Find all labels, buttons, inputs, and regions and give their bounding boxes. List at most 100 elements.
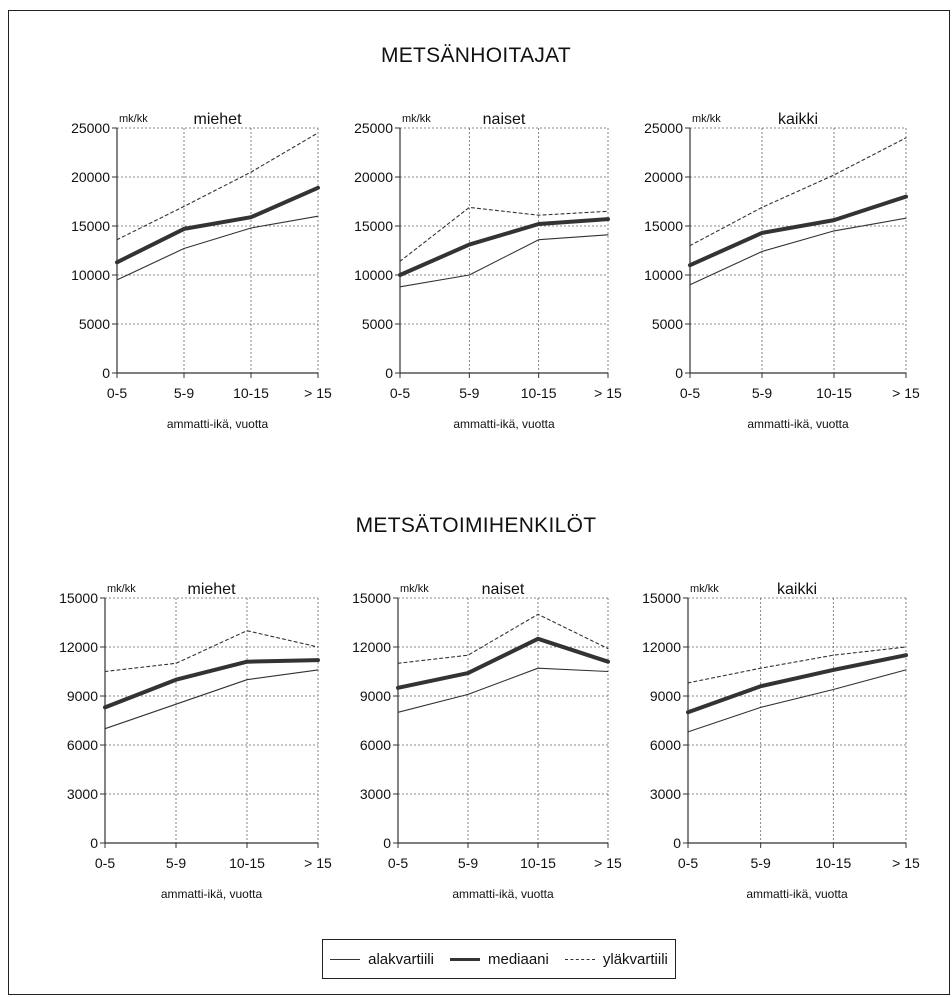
chart-3-series-lower <box>689 217 907 286</box>
chart-6-ytick-label: 9000 <box>650 688 681 704</box>
chart-6-ytick-label: 12000 <box>642 639 681 655</box>
chart-5-xtick-label: 5-9 <box>458 855 478 871</box>
chart-4-xlabel: ammatti-ikä, vuotta <box>161 887 263 901</box>
chart-1-ytick-label: 0 <box>102 365 110 381</box>
chart-1-series-upper <box>116 132 319 241</box>
chart-2-ytick-label: 25000 <box>354 120 393 136</box>
chart-3-ytick-label: 15000 <box>644 218 683 234</box>
chart-2-series-upper <box>399 206 609 262</box>
chart-3-xtick-label: 5-9 <box>752 385 772 401</box>
chart-2-ytick-label: 0 <box>385 365 393 381</box>
chart-1-xtick-label: 5-9 <box>174 385 194 401</box>
chart-3-title: kaikki <box>778 111 818 128</box>
chart-2-xlabel: ammatti-ikä, vuotta <box>453 417 555 431</box>
chart-3-xtick-label: 10-15 <box>816 385 852 401</box>
chart-6-unit-label: mk/kk <box>690 583 719 595</box>
chart-5-xtick-label: > 15 <box>594 855 622 871</box>
legend-item-lower: alakvartiili <box>330 951 434 968</box>
chart-6-xtick-label: 10-15 <box>815 855 851 871</box>
chart-1-ytick-label: 20000 <box>71 169 110 185</box>
chart-6-xtick-label: 0-5 <box>678 855 698 871</box>
chart-4-ytick-label: 9000 <box>67 688 98 704</box>
chart-3-series-upper <box>689 137 907 247</box>
chart-4-series-lower <box>104 669 319 730</box>
section-title-metsanhoitajat: METSÄNHOITAJAT <box>380 44 572 67</box>
chart-4-xtick-label: 10-15 <box>229 855 265 871</box>
chart-4-ytick-label: 0 <box>90 835 98 851</box>
chart-4-unit-label: mk/kk <box>107 583 136 595</box>
chart-6-ytick-label: 15000 <box>642 590 681 606</box>
chart-6-xlabel: ammatti-ikä, vuotta <box>746 887 848 901</box>
legend-item-median: mediaani <box>449 950 549 968</box>
chart-2-ytick-label: 5000 <box>362 316 393 332</box>
chart-2-title: naiset <box>483 111 526 128</box>
chart-4-ytick-label: 3000 <box>67 786 98 802</box>
figure-frame <box>8 10 950 995</box>
chart-1-xtick-label: > 15 <box>304 385 332 401</box>
chart-3-xlabel: ammatti-ikä, vuotta <box>747 417 849 431</box>
legend-label-upper: yläkvartiili <box>602 950 668 968</box>
chart-4-ytick-label: 12000 <box>59 639 98 655</box>
chart-5-series-median <box>396 636 610 690</box>
chart-5-xtick-label: 0-5 <box>388 855 408 871</box>
chart-1-series-lower <box>116 215 319 281</box>
chart-6-ytick-label: 0 <box>673 835 681 851</box>
chart-5-xtick-label: 10-15 <box>520 855 556 871</box>
chart-3-xtick-label: > 15 <box>892 385 920 401</box>
chart-2-unit-label: mk/kk <box>402 113 431 125</box>
chart-6-xtick-label: > 15 <box>892 855 920 871</box>
chart-1-ytick-label: 10000 <box>71 267 110 283</box>
legend: alakvartiili mediaani yläkvartiili <box>322 939 676 979</box>
chart-1-unit-label: mk/kk <box>119 113 148 125</box>
chart-5-series-upper <box>397 613 609 664</box>
chart-6-series-lower <box>687 669 907 733</box>
chart-5-title: naiset <box>482 581 525 598</box>
chart-1-xtick-label: 0-5 <box>107 385 127 401</box>
chart-3-ytick-label: 0 <box>675 365 683 381</box>
chart-4-series-median <box>103 658 320 710</box>
chart-5-ytick-label: 3000 <box>360 786 391 802</box>
section-title-metsatoimihenkilot: METSÄTOIMIHENKILÖT <box>355 514 597 537</box>
chart-4-title: miehet <box>187 581 236 598</box>
chart-4-xtick-label: > 15 <box>304 855 332 871</box>
chart-4-ytick-label: 15000 <box>59 590 98 606</box>
chart-1-series-median <box>115 185 320 265</box>
chart-3-ytick-label: 10000 <box>644 267 683 283</box>
chart-5-xlabel: ammatti-ikä, vuotta <box>452 887 554 901</box>
chart-3-unit-label: mk/kk <box>692 113 721 125</box>
chart-3-ytick-label: 5000 <box>652 316 683 332</box>
chart-5-unit-label: mk/kk <box>400 583 429 595</box>
chart-1-ytick-label: 15000 <box>71 218 110 234</box>
chart-3-series-median <box>688 194 908 268</box>
chart-4-ytick-label: 6000 <box>67 737 98 753</box>
chart-2-ytick-label: 20000 <box>354 169 393 185</box>
chart-5-ytick-label: 9000 <box>360 688 391 704</box>
chart-4-xtick-label: 5-9 <box>166 855 186 871</box>
chart-2-xtick-label: 0-5 <box>390 385 410 401</box>
chart-2-ytick-label: 15000 <box>354 218 393 234</box>
legend-line-median <box>449 957 480 961</box>
chart-5-ytick-label: 0 <box>383 835 391 851</box>
chart-1-title: miehet <box>193 111 242 128</box>
chart-2-series-median <box>398 217 610 277</box>
chart-1-ytick-label: 25000 <box>71 120 110 136</box>
chart-5-ytick-label: 6000 <box>360 737 391 753</box>
chart-6-ytick-label: 3000 <box>650 786 681 802</box>
legend-label-median: mediaani <box>487 950 549 968</box>
chart-1-ytick-label: 5000 <box>79 316 110 332</box>
chart-6-series-upper <box>687 646 907 684</box>
chart-2-xtick-label: 5-9 <box>459 385 479 401</box>
legend-line-lower <box>330 958 361 960</box>
chart-3-ytick-label: 25000 <box>644 120 683 136</box>
chart-1-xtick-label: 10-15 <box>233 385 269 401</box>
legend-label-lower: alakvartiili <box>368 950 434 968</box>
chart-2-ytick-label: 10000 <box>354 267 393 283</box>
chart-6-ytick-label: 6000 <box>650 737 681 753</box>
legend-item-upper: yläkvartiili <box>564 950 668 968</box>
chart-5-ytick-label: 12000 <box>352 639 391 655</box>
chart-5-series-lower <box>397 667 609 713</box>
chart-5-ytick-label: 15000 <box>352 590 391 606</box>
chart-6-title: kaikki <box>777 581 817 598</box>
chart-4-xtick-label: 0-5 <box>95 855 115 871</box>
